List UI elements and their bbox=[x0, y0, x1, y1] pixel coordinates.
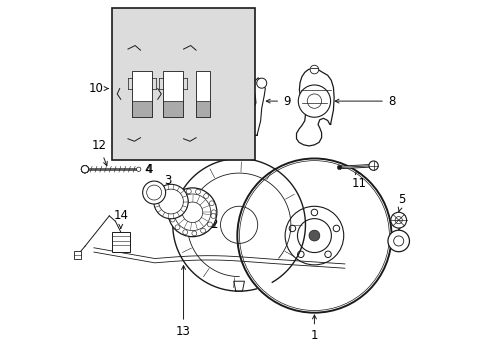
Text: 11: 11 bbox=[351, 171, 366, 190]
Circle shape bbox=[186, 189, 191, 194]
Circle shape bbox=[394, 217, 402, 224]
Text: 3: 3 bbox=[163, 174, 172, 215]
Text: 6: 6 bbox=[398, 214, 405, 230]
Circle shape bbox=[195, 189, 200, 194]
Circle shape bbox=[191, 231, 196, 236]
Polygon shape bbox=[196, 101, 210, 117]
Text: 8: 8 bbox=[334, 95, 394, 108]
Circle shape bbox=[171, 199, 176, 204]
Circle shape bbox=[200, 228, 205, 233]
Circle shape bbox=[308, 230, 319, 241]
Circle shape bbox=[256, 78, 266, 88]
Circle shape bbox=[183, 230, 187, 235]
Circle shape bbox=[309, 65, 318, 74]
Circle shape bbox=[142, 181, 165, 204]
Circle shape bbox=[210, 213, 215, 219]
Circle shape bbox=[393, 236, 403, 246]
Circle shape bbox=[390, 212, 406, 228]
Circle shape bbox=[207, 222, 212, 227]
Polygon shape bbox=[132, 101, 152, 117]
Text: 10: 10 bbox=[89, 82, 104, 95]
Bar bbox=[112, 232, 129, 252]
Circle shape bbox=[175, 225, 180, 230]
Polygon shape bbox=[196, 71, 210, 117]
Circle shape bbox=[387, 230, 408, 252]
Text: 13: 13 bbox=[176, 266, 191, 338]
Circle shape bbox=[178, 193, 183, 197]
Circle shape bbox=[81, 166, 88, 173]
Text: 14: 14 bbox=[113, 210, 128, 228]
Circle shape bbox=[306, 94, 321, 108]
Circle shape bbox=[209, 201, 214, 206]
Circle shape bbox=[298, 85, 330, 117]
Polygon shape bbox=[163, 101, 182, 117]
Circle shape bbox=[153, 184, 188, 219]
Polygon shape bbox=[163, 71, 182, 117]
Circle shape bbox=[81, 166, 88, 173]
Text: 12: 12 bbox=[92, 139, 107, 166]
Text: 7: 7 bbox=[237, 127, 244, 158]
Text: 1: 1 bbox=[310, 315, 318, 342]
Circle shape bbox=[168, 188, 217, 237]
Circle shape bbox=[211, 210, 216, 215]
Bar bbox=[74, 251, 81, 259]
Bar bbox=[112, 8, 255, 160]
Text: 4: 4 bbox=[145, 163, 163, 189]
Circle shape bbox=[337, 165, 341, 170]
Circle shape bbox=[203, 194, 208, 198]
Polygon shape bbox=[132, 71, 152, 117]
Circle shape bbox=[136, 167, 141, 171]
Text: 4: 4 bbox=[144, 163, 152, 176]
Circle shape bbox=[146, 185, 161, 200]
Circle shape bbox=[368, 161, 378, 170]
Circle shape bbox=[170, 217, 175, 222]
Circle shape bbox=[81, 166, 88, 173]
Circle shape bbox=[237, 67, 247, 77]
Circle shape bbox=[81, 166, 88, 173]
Circle shape bbox=[81, 166, 88, 173]
Text: 2: 2 bbox=[210, 218, 217, 231]
Text: 5: 5 bbox=[397, 193, 405, 212]
Text: 9: 9 bbox=[266, 95, 290, 108]
Circle shape bbox=[81, 166, 88, 173]
Circle shape bbox=[168, 208, 173, 213]
